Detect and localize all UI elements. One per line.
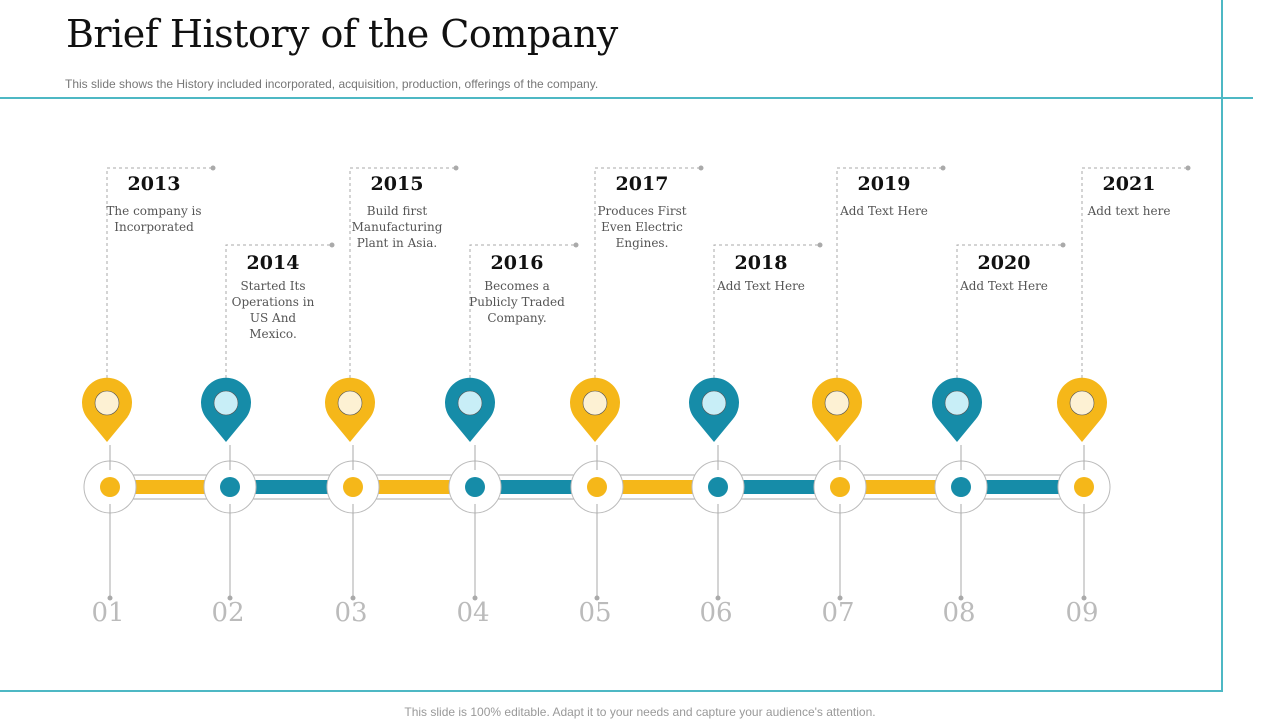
pin-center (337, 390, 363, 416)
callout-line (349, 167, 456, 378)
event-description: Add Text Here (960, 279, 1048, 293)
step-number: 07 (821, 598, 855, 628)
timeline-event-2019: 2019 Add Text Here (824, 173, 944, 219)
step-number: 02 (211, 598, 245, 628)
callout-line (225, 244, 332, 378)
timeline-event-2020: 2020 Add Text Here (944, 252, 1064, 294)
node-dot (951, 477, 971, 497)
timeline-event-2021: 2021 Add text here (1069, 173, 1189, 219)
page-title: Brief History of the Company (66, 12, 618, 56)
callout-line (956, 244, 1063, 378)
callout-line (594, 167, 701, 378)
node-dot (708, 477, 728, 497)
number-dot (350, 595, 356, 601)
node-dot (1074, 477, 1094, 497)
number-dot (472, 595, 478, 601)
number-dot (594, 595, 600, 601)
event-description: Add Text Here (717, 279, 805, 293)
track-segment (124, 480, 216, 494)
callout-dot (1060, 242, 1066, 248)
step-number: 09 (1065, 598, 1099, 628)
event-description: Add text here (1087, 204, 1171, 218)
callout-dot (453, 165, 459, 171)
callout-dot (573, 242, 579, 248)
track-segment (854, 480, 947, 494)
event-year: 2019 (857, 173, 911, 195)
step-number: 05 (578, 598, 612, 628)
callout-line (106, 167, 213, 378)
event-year: 2020 (977, 252, 1031, 274)
timeline-event-2018: 2018 Add Text Here (701, 252, 821, 294)
event-year: 2013 (127, 173, 181, 195)
number-dot (107, 595, 113, 601)
timeline-event-2013: 2013 The company is Incorporated (94, 173, 214, 235)
node-dot (100, 477, 120, 497)
pin-center (94, 390, 120, 416)
callout-line (469, 244, 576, 378)
frame-bottom (0, 690, 1223, 692)
number-dot (715, 595, 721, 601)
event-year: 2015 (370, 173, 424, 195)
node-dot (220, 477, 240, 497)
event-description: Started Its Operations in US And Mexico. (231, 279, 315, 341)
event-description: The company is Incorporated (106, 204, 202, 234)
node-dot (465, 477, 485, 497)
pin-center (457, 390, 483, 416)
node-dot (587, 477, 607, 497)
event-year: 2018 (734, 252, 788, 274)
node-dot (343, 477, 363, 497)
step-number: 03 (334, 598, 368, 628)
event-description: Add Text Here (840, 204, 928, 218)
pin-center (824, 390, 850, 416)
node-dot (830, 477, 850, 497)
track-segment (367, 480, 461, 494)
event-description: Becomes a Publicly Traded Company. (469, 279, 565, 325)
footer-note: This slide is 100% editable. Adapt it to… (404, 705, 876, 719)
number-dot (227, 595, 233, 601)
track-segment (611, 480, 704, 494)
callout-dot (329, 242, 335, 248)
callout-line (836, 167, 943, 378)
pin-center (213, 390, 239, 416)
timeline-event-2017: 2017 Produces First Even Electric Engines… (582, 173, 702, 251)
page-subtitle: This slide shows the History included in… (65, 77, 599, 91)
track-segment (732, 480, 826, 494)
step-number: 01 (91, 598, 125, 628)
timeline-event-2015: 2015 Build first Manufacturing Plant in A… (337, 173, 457, 251)
callout-line (713, 244, 820, 378)
timeline-event-2016: 2016 Becomes a Publicly Traded Company. (457, 252, 577, 326)
number-dot (837, 595, 843, 601)
event-year: 2017 (615, 173, 669, 195)
event-year: 2016 (490, 252, 544, 274)
step-number: 04 (456, 598, 490, 628)
pin-center (944, 390, 970, 416)
callout-dot (698, 165, 704, 171)
event-description: Produces First Even Electric Engines. (597, 204, 687, 250)
timeline-event-2014: 2014 Started Its Operations in US And Mex… (213, 252, 333, 342)
step-number: 06 (699, 598, 733, 628)
pin-center (701, 390, 727, 416)
callout-dot (210, 165, 216, 171)
callout-line (1081, 167, 1188, 378)
pin-center (1069, 390, 1095, 416)
step-number: 08 (942, 598, 976, 628)
event-description: Build first Manufacturing Plant in Asia. (351, 204, 443, 250)
number-dot (1081, 595, 1087, 601)
callout-dot (940, 165, 946, 171)
event-year: 2014 (246, 252, 300, 274)
number-dot (958, 595, 964, 601)
pin-center (582, 390, 608, 416)
track-segment (975, 480, 1070, 494)
event-year: 2021 (1102, 173, 1156, 195)
track-segment (489, 480, 583, 494)
track-segment (244, 480, 339, 494)
frame-right (1221, 0, 1223, 692)
callout-dot (817, 242, 823, 248)
header-divider (0, 97, 1253, 99)
callout-dot (1185, 165, 1191, 171)
